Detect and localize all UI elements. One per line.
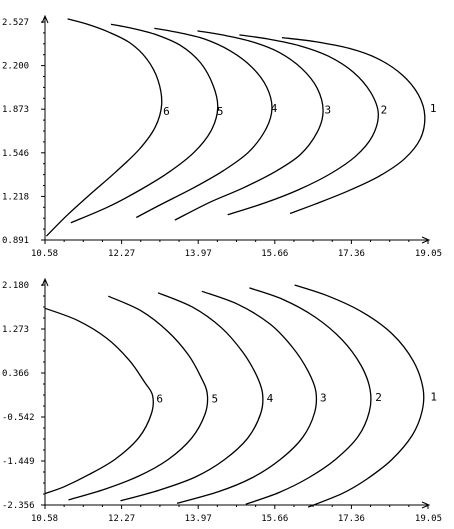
top-x-tick-label: 15.66 [261, 249, 288, 259]
top-curve-5 [70, 23, 219, 224]
bottom-curve-label-4: 4 [267, 392, 274, 405]
bottom-y-tick-label: -2.356 [2, 501, 35, 511]
top-curve-4 [135, 27, 273, 219]
bottom-y-tick-label: -0.542 [2, 413, 35, 423]
bottom-x-tick-label: 13.97 [185, 514, 212, 524]
bottom-curve-5 [68, 295, 209, 501]
top-y-tick-label: 0.891 [2, 236, 29, 246]
bottom-curve-6 [44, 307, 154, 495]
chart-top: 0.891 1.218 1.546 1.873 2.200 2.527 10.58 12.27… [2, 14, 442, 259]
bottom-x-tick-label: 15.66 [261, 514, 288, 524]
bottom-x-axis-arrow-icon [421, 501, 431, 509]
top-curve-label-1: 1 [430, 102, 437, 115]
top-y-axis-arrow-icon [41, 14, 49, 24]
top-y-tick-label: 1.873 [2, 105, 29, 115]
bottom-y-tick-label: -1.449 [2, 457, 35, 467]
bottom-curve-label-5: 5 [211, 392, 218, 405]
top-y-tick-label: 2.200 [2, 62, 29, 72]
bottom-x-tick-label: 19.05 [415, 514, 442, 524]
bottom-curve-4 [120, 292, 264, 502]
bottom-curve-3 [176, 290, 318, 504]
top-curve-label-5: 5 [217, 105, 224, 118]
top-x-tick-label: 17.36 [338, 249, 365, 259]
bottom-y-tick-label: 1.273 [2, 325, 29, 335]
top-x-tick-label: 19.05 [415, 249, 442, 259]
top-x-axis-arrow-icon [421, 236, 431, 244]
bottom-x-tick-label: 17.36 [338, 514, 365, 524]
bottom-curve-label-3: 3 [320, 392, 327, 405]
top-curve-1 [281, 36, 426, 215]
top-y-tick-label: 2.527 [2, 18, 29, 28]
bottom-y-tick-label: 2.180 [2, 281, 29, 291]
bottom-x-tick-label: 10.58 [31, 514, 58, 524]
top-x-tick-label: 10.58 [31, 249, 58, 259]
top-curve-6 [45, 18, 163, 237]
bottom-curve-1 [294, 284, 425, 508]
top-x-tick-label: 12.27 [108, 249, 135, 259]
bottom-curve-label-2: 2 [375, 391, 382, 404]
bottom-curve-label-1: 1 [430, 391, 437, 404]
bottom-y-tick-label: 0.366 [2, 369, 29, 379]
top-curve-label-6: 6 [163, 105, 170, 118]
bottom-curve-2 [245, 287, 372, 505]
top-x-tick-label: 13.97 [185, 249, 212, 259]
top-curve-label-3: 3 [325, 104, 332, 117]
top-y-tick-label: 1.218 [2, 192, 29, 202]
bottom-y-axis-arrow-icon [41, 277, 49, 287]
top-curve-3 [174, 30, 324, 221]
bottom-x-tick-label: 12.27 [108, 514, 135, 524]
top-y-tick-label: 1.546 [2, 149, 29, 159]
top-curve-label-4: 4 [271, 102, 278, 115]
top-curve-2 [227, 34, 379, 216]
top-curve-label-2: 2 [381, 104, 388, 117]
bottom-curve-label-6: 6 [156, 392, 163, 405]
